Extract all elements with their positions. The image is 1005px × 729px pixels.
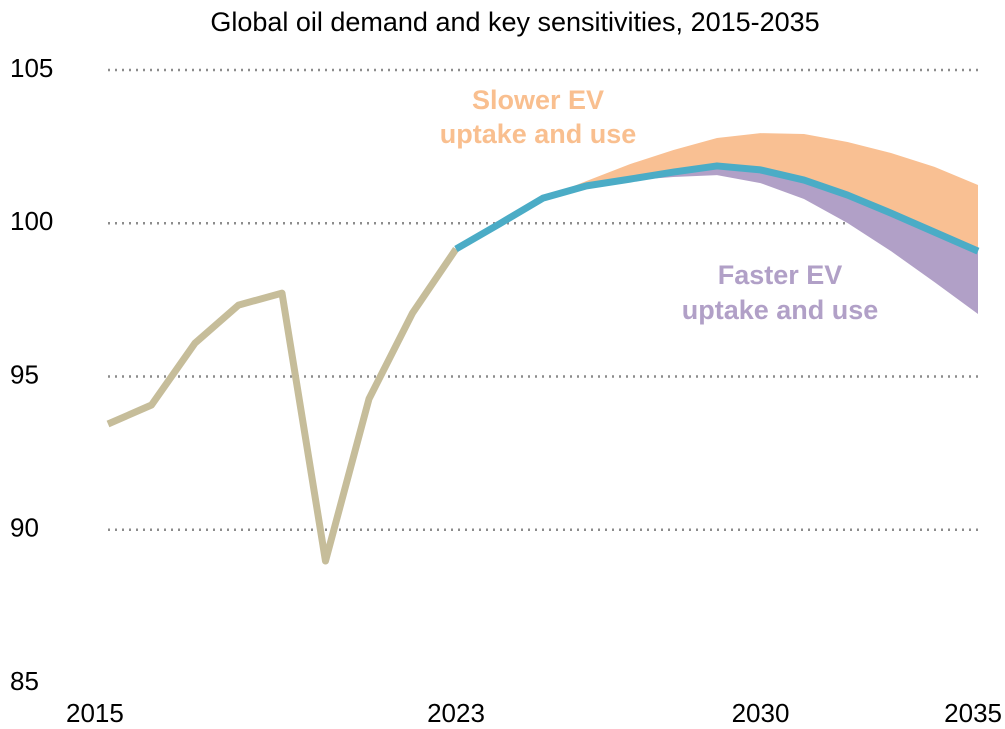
band-annotation: Slower EV — [472, 85, 604, 115]
y-tick-label: 90 — [10, 513, 39, 543]
x-tick-label: 2015 — [66, 698, 124, 728]
x-tick-label: 2023 — [427, 698, 485, 728]
chart-title: Global oil demand and key sensitivities,… — [210, 7, 819, 37]
sensitivity-band — [543, 165, 978, 314]
y-tick-label: 100 — [10, 206, 53, 236]
demand-line — [454, 162, 980, 255]
sensitivity-band — [543, 133, 978, 252]
y-tick-label: 85 — [10, 666, 39, 696]
band-annotation: uptake and use — [440, 119, 637, 149]
band-annotation: uptake and use — [682, 295, 879, 325]
x-tick-label: 2030 — [732, 698, 790, 728]
band-annotation: Faster EV — [718, 260, 843, 290]
y-tick-label: 105 — [10, 53, 53, 83]
x-tick-label: 2035 — [944, 698, 1002, 728]
y-tick-label: 95 — [10, 359, 39, 389]
demand-line — [106, 247, 459, 565]
